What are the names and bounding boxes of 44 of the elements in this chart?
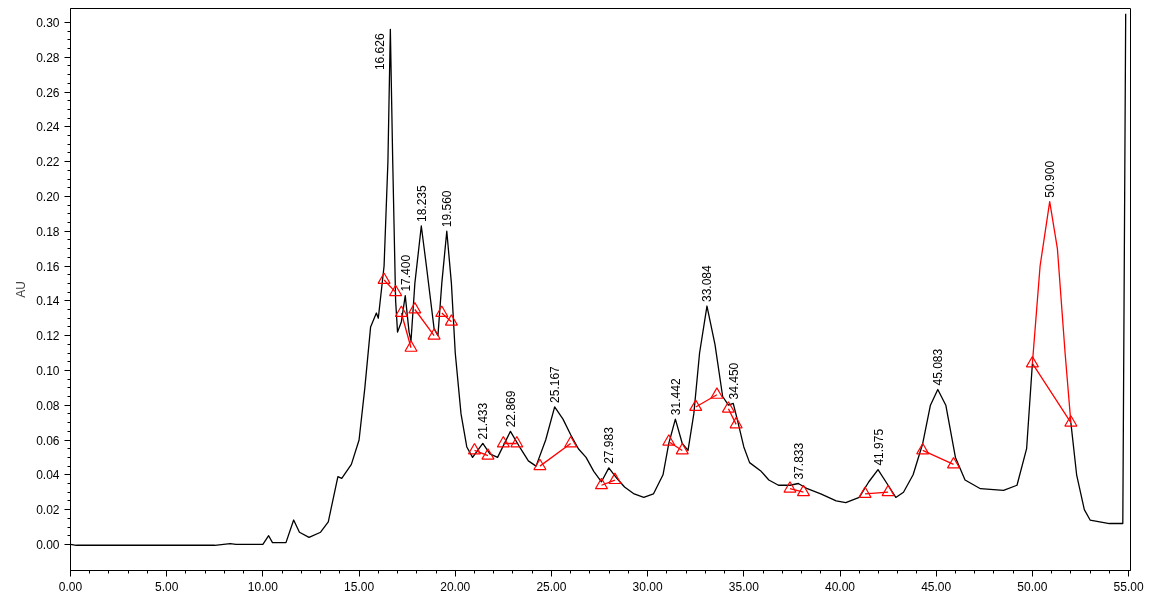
annotation: 18.235 xyxy=(414,184,429,222)
y-tick-label: 0.04 xyxy=(36,468,60,483)
x-tick-label: 0.00 xyxy=(58,579,83,594)
annotation: 27.983 xyxy=(602,426,617,464)
annotation: 21.433 xyxy=(476,402,491,440)
y-tick-label: 0.16 xyxy=(36,259,60,274)
annotation: 45.083 xyxy=(931,348,946,386)
y-tick-label: 0.22 xyxy=(36,155,60,170)
y-tick-label: 0.30 xyxy=(36,15,60,30)
y-axis-title: AU xyxy=(14,281,29,298)
annotation: 33.084 xyxy=(700,265,715,303)
annotation: 31.442 xyxy=(668,378,683,416)
x-tick-label: 45.00 xyxy=(921,579,952,594)
annotation: 22.869 xyxy=(503,390,518,428)
x-tick-label: 20.00 xyxy=(440,579,471,594)
y-tick-label: 0.06 xyxy=(36,433,60,448)
y-tick-label: 0.26 xyxy=(36,85,60,100)
y-tick-label: 0.14 xyxy=(36,294,60,309)
y-tick-label: 0.24 xyxy=(36,120,60,135)
annotation: 37.833 xyxy=(791,442,806,480)
annotation: 17.400 xyxy=(398,254,413,292)
x-tick-label: 30.00 xyxy=(632,579,663,594)
x-tick-label: 15.00 xyxy=(344,579,375,594)
annotation: 41.975 xyxy=(871,428,886,466)
x-tick-label: 50.00 xyxy=(1017,579,1048,594)
y-tick-label: 0.08 xyxy=(36,398,60,413)
annotation: 25.167 xyxy=(548,365,563,403)
y-tick-label: 0.02 xyxy=(36,503,60,518)
annotation: 34.450 xyxy=(726,362,741,400)
x-tick-label: 25.00 xyxy=(536,579,567,594)
y-tick-label: 0.18 xyxy=(36,224,60,239)
y-tick-label: 0.10 xyxy=(36,363,60,378)
x-tick-label: 10.00 xyxy=(247,579,279,594)
x-tick-label: 40.00 xyxy=(825,579,856,594)
y-tick-label: 0.00 xyxy=(36,537,60,552)
x-tick-label: 55.00 xyxy=(1113,579,1144,594)
annotation: 16.626 xyxy=(372,33,387,71)
x-tick-label: 35.00 xyxy=(728,579,760,594)
annotation: 50.900 xyxy=(1043,160,1058,198)
y-tick-label: 0.12 xyxy=(36,329,60,344)
x-tick-label: 5.00 xyxy=(155,579,179,594)
annotation: 19.560 xyxy=(440,190,455,228)
y-tick-label: 0.20 xyxy=(36,189,60,204)
y-tick-label: 0.28 xyxy=(36,50,60,65)
